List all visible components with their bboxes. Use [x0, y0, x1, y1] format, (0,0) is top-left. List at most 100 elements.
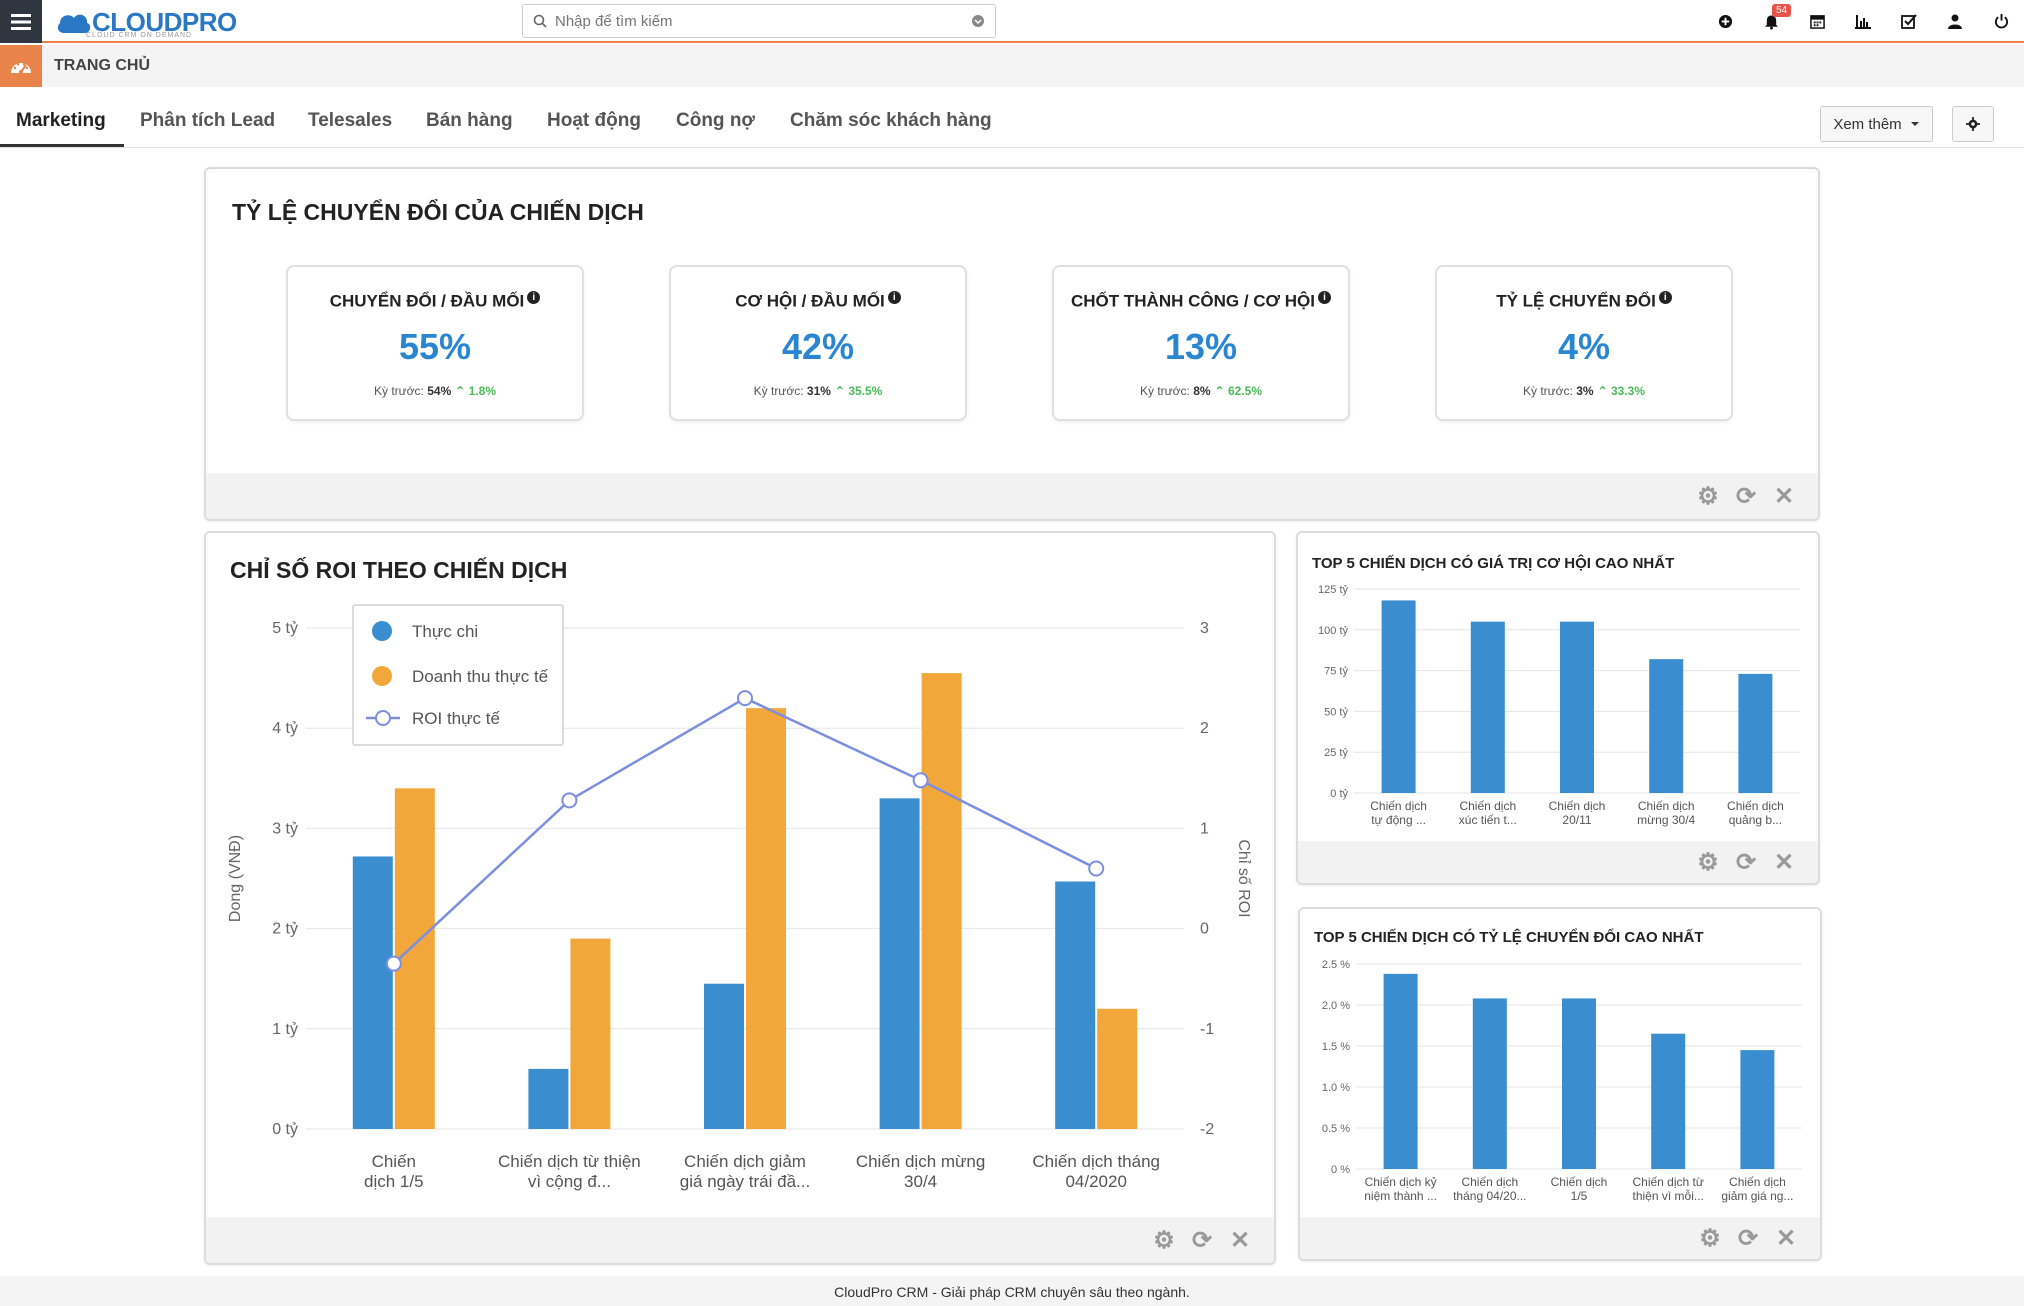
tab-hoat-dong[interactable]: Hoạt động: [547, 110, 641, 131]
x-tick-label: 30/4: [904, 1172, 937, 1191]
refresh-icon[interactable]: ⟳: [1735, 482, 1757, 510]
bell-icon[interactable]: 54: [1748, 0, 1794, 43]
x-tick-label: Chiến dịch: [1729, 1175, 1786, 1189]
bar: [528, 1068, 569, 1129]
panel-title: TỶ LỆ CHUYỂN ĐỔI CỦA CHIẾN DỊCH: [232, 199, 644, 225]
x-tick-label: tháng 04/20...: [1453, 1189, 1526, 1203]
gear-icon: [1966, 117, 1980, 131]
x-tick-label: Chiến dịch: [1551, 1175, 1608, 1189]
bar: [921, 673, 962, 1129]
x-tick-label: 1/5: [1571, 1189, 1588, 1203]
logo-subtitle: CLOUD CRM ON DEMAND: [86, 32, 193, 39]
y-tick-label: 1.0 %: [1322, 1082, 1350, 1094]
bar: [1470, 621, 1505, 793]
tab-marketing[interactable]: Marketing: [0, 110, 124, 147]
y-tick-label: 0 tỷ: [272, 1121, 298, 1138]
y-tick-label: 100 tỷ: [1318, 625, 1348, 637]
gear-icon[interactable]: ⚙: [1697, 848, 1719, 876]
more-dropdown-button[interactable]: Xem thêm: [1820, 106, 1933, 142]
cloudpro-logo[interactable]: CLOUDPRO CLOUD CRM ON DEMAND: [56, 4, 237, 40]
roi-point: [737, 690, 753, 707]
x-tick-label: Chiến dịch: [1638, 799, 1695, 813]
kpi-prev-label: Kỳ trước:: [373, 383, 424, 398]
kpi-prev-label: Kỳ trước:: [753, 383, 804, 398]
tab-phan-tich-lead[interactable]: Phân tích Lead: [140, 110, 276, 131]
gear-icon[interactable]: ⚙: [1699, 1224, 1721, 1252]
kpi-change-value: 1.8%: [468, 383, 497, 398]
close-icon[interactable]: ✕: [1229, 1226, 1251, 1254]
info-icon[interactable]: i: [1658, 291, 1672, 304]
tab-telesales[interactable]: Telesales: [308, 110, 393, 131]
kpi-change: ⌃ 33.3%: [1597, 383, 1645, 398]
kpi-previous: Kỳ trước: 31% ⌃ 35.5%: [671, 384, 965, 398]
bar: [394, 788, 435, 1129]
top-navbar: CLOUDPRO CLOUD CRM ON DEMAND 54: [0, 0, 2024, 43]
search-box[interactable]: [522, 4, 996, 38]
kpi-previous: Kỳ trước: 54% ⌃ 1.8%: [288, 384, 582, 398]
panel-title: TOP 5 CHIẾN DỊCH CÓ GIÁ TRỊ CƠ HỘI CAO N…: [1312, 555, 1675, 572]
roi-panel: CHỈ SỐ ROI THEO CHIẾN DỊCH 0 tỷ 1 tỷ 2 tỷ 3…: [204, 531, 1276, 1265]
roi-chart: 0 tỷ 1 tỷ 2 tỷ 3 tỷ 4 tỷ 5 tỷ -2 -1 0 1 2 3 Dong (VN…: [227, 604, 1252, 1191]
kpi-title: CHUYỂN ĐỔI / ĐẦU MỐI: [329, 291, 525, 311]
gear-icon[interactable]: ⚙: [1697, 482, 1719, 510]
x-tick-label: Chiến dịch: [1370, 799, 1427, 813]
kpi-value: 42%: [781, 325, 855, 367]
hamburger-menu-icon[interactable]: [0, 0, 42, 43]
kpi-prev-value: 31%: [806, 383, 831, 398]
dashboard-settings-button[interactable]: [1952, 106, 1994, 142]
tab-ban-hang[interactable]: Bán hàng: [426, 110, 513, 131]
checkbox-task-icon[interactable]: [1886, 0, 1932, 43]
panel-footer: ⚙ ⟳ ✕: [206, 1217, 1274, 1263]
calendar-icon[interactable]: [1794, 0, 1840, 43]
kpi-change: ⌃ 62.5%: [1214, 383, 1262, 398]
bar: [1562, 998, 1596, 1169]
refresh-icon[interactable]: ⟳: [1191, 1226, 1213, 1254]
tab-cham-soc-khach-hang[interactable]: Chăm sóc khách hàng: [790, 110, 992, 131]
refresh-icon[interactable]: ⟳: [1737, 1224, 1759, 1252]
add-icon[interactable]: [1702, 0, 1748, 43]
y-tick-label: 1.5 %: [1322, 1041, 1350, 1053]
close-icon[interactable]: ✕: [1773, 848, 1795, 876]
x-tick-label: thiện vì mỗi...: [1633, 1188, 1704, 1203]
user-icon[interactable]: [1932, 0, 1978, 43]
search-input[interactable]: [555, 12, 971, 30]
kpi-card: CHUYỂN ĐỔI / ĐẦU MỐI i 55% Kỳ trước: 54% ⌃…: [286, 265, 584, 421]
y2-tick-label: 2: [1200, 720, 1209, 737]
y-axis-label: Dong (VNĐ): [227, 835, 244, 922]
dashboard-icon: [0, 45, 42, 87]
panel-footer: ⚙ ⟳ ✕: [1298, 841, 1818, 883]
kpi-prev-value: 54%: [427, 383, 452, 398]
gear-icon[interactable]: ⚙: [1153, 1226, 1175, 1254]
kpi-card: TỶ LỆ CHUYỂN ĐỔI i 4% Kỳ trước: 3% ⌃ 33.3%: [1435, 265, 1733, 421]
roi-point: [1088, 860, 1105, 877]
x-tick-label: Chiến dịch tháng: [1032, 1152, 1160, 1171]
x-tick-label: tự động ...: [1371, 813, 1426, 827]
kpi-prev-value: 3%: [1576, 383, 1594, 398]
info-icon[interactable]: i: [1318, 291, 1331, 304]
y-tick-label: 50 tỷ: [1324, 706, 1348, 718]
power-icon[interactable]: [1978, 0, 2024, 43]
info-icon[interactable]: i: [527, 291, 541, 304]
kpi-value: 4%: [1557, 325, 1611, 367]
dropdown-circle-icon[interactable]: [971, 14, 985, 28]
close-icon[interactable]: ✕: [1775, 1224, 1797, 1252]
roi-point: [385, 955, 402, 972]
info-icon[interactable]: i: [887, 291, 901, 304]
x-tick-label: giảm giá ng...: [1721, 1189, 1793, 1203]
bar: [1472, 998, 1507, 1169]
refresh-icon[interactable]: ⟳: [1735, 848, 1757, 876]
x-tick-label: Chiến dịch giảm: [684, 1152, 806, 1171]
tab-cong-no[interactable]: Công nợ: [676, 110, 755, 131]
legend-label: ROI thực tế: [412, 709, 500, 728]
kpi-prev-value: 8%: [1193, 383, 1211, 398]
bar-chart-icon[interactable]: [1840, 0, 1886, 43]
bar: [1649, 659, 1684, 793]
bar: [1738, 673, 1773, 793]
close-icon[interactable]: ✕: [1773, 482, 1795, 510]
y-tick-label: 0 %: [1331, 1164, 1350, 1176]
y2-tick-label: -2: [1200, 1121, 1214, 1138]
legend-label: Doanh thu thực tế: [412, 667, 549, 686]
x-tick-label: Chiến dịch: [1549, 799, 1606, 813]
x-tick-label: Chiến: [372, 1152, 416, 1171]
kpi-card: CHỐT THÀNH CÔNG / CƠ HỘI i 13% Kỳ trước: …: [1052, 265, 1350, 421]
